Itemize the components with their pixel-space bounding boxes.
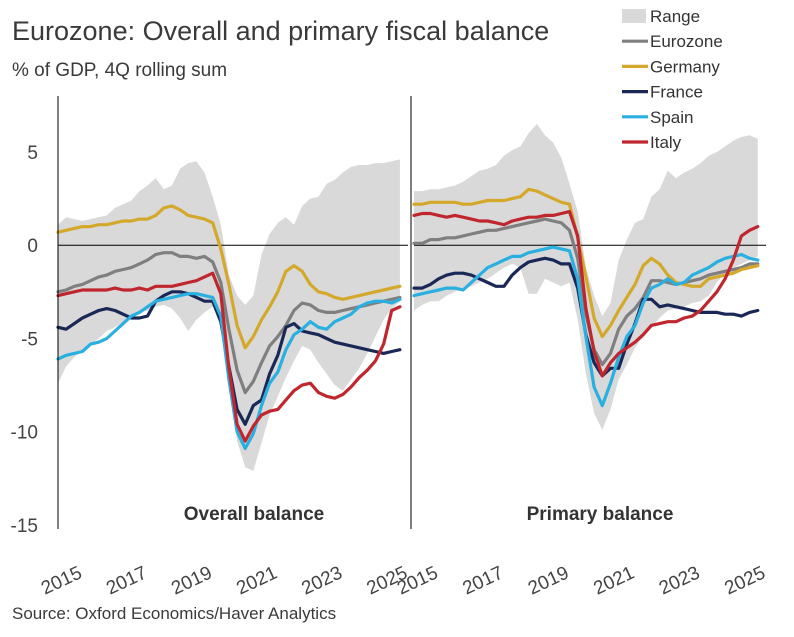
- x-tick-label: 2017: [103, 563, 150, 600]
- series-line-italy: [412, 210, 760, 378]
- legend-label-france: France: [650, 83, 703, 102]
- x-tick-label: 2015: [38, 563, 85, 600]
- legend-label-eurozone: Eurozone: [650, 32, 723, 51]
- legend-swatch-range: [622, 9, 646, 23]
- chart-subtitle: % of GDP, 4Q rolling sum: [12, 60, 228, 81]
- x-tick-label: 2017: [460, 563, 507, 600]
- series-line-eurozone: [56, 251, 402, 395]
- range-area: [58, 159, 400, 471]
- source-note: Source: Oxford Economics/Haver Analytics: [12, 604, 337, 623]
- series-line-spain: [412, 245, 760, 408]
- x-tick-label: 2023: [656, 563, 703, 600]
- x-tick-label: 2019: [525, 563, 572, 600]
- panel-label-overall: Overall balance: [184, 504, 324, 525]
- series-line-germany: [56, 204, 402, 350]
- legend-label-spain: Spain: [650, 108, 693, 127]
- legend-label-range: Range: [650, 7, 700, 26]
- series-line-spain: [56, 292, 402, 451]
- x-tick-label: 2021: [591, 563, 638, 600]
- panel-label-primary: Primary balance: [527, 504, 674, 525]
- x-tick-label: 2021: [233, 563, 280, 600]
- chart-title: Eurozone: Overall and primary fiscal bal…: [12, 16, 550, 46]
- y-tick-label: 5: [27, 143, 38, 164]
- y-tick-label: -15: [11, 516, 38, 537]
- x-tick-label: 2023: [299, 563, 346, 600]
- series-line-italy: [56, 271, 402, 443]
- series-line-germany: [412, 187, 760, 339]
- x-tick-label: 2025: [722, 563, 769, 600]
- chart-canvas: -15 -10 -5 0 5 2015 2017 2019 2021 2023 2025 Overal…: [11, 7, 769, 600]
- legend-label-italy: Italy: [650, 133, 682, 152]
- legend-label-germany: Germany: [650, 57, 720, 76]
- y-tick-label: 0: [27, 236, 38, 257]
- x-tick-label: 2019: [168, 563, 215, 600]
- y-tick-label: -10: [11, 423, 38, 444]
- y-tick-label: -5: [21, 329, 38, 350]
